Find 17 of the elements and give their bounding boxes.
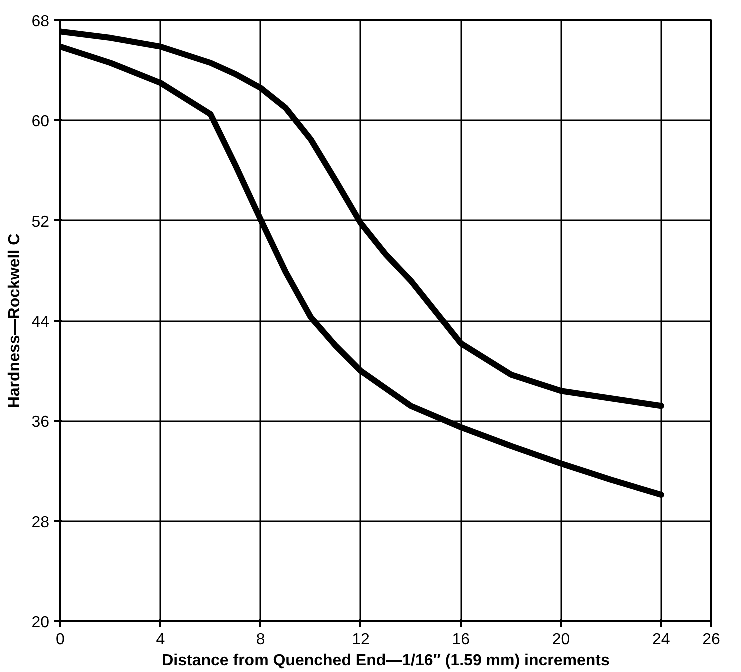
y-tick-label: 60: [32, 114, 50, 131]
x-tick-label: 16: [452, 632, 470, 648]
x-tick-label: 0: [56, 632, 66, 648]
y-tick-label: 44: [32, 314, 50, 331]
x-tick-label: 26: [702, 632, 720, 648]
y-tick-label: 52: [32, 214, 50, 231]
x-tick-label: 20: [552, 632, 570, 648]
y-tick-label: 68: [32, 14, 50, 30]
y-tick-label: 20: [32, 614, 50, 632]
x-tick-label: 4: [156, 632, 166, 648]
x-tick-label: 8: [256, 632, 266, 648]
y-axis-title: Hardness—Rockwell C: [6, 233, 24, 408]
y-tick-label: 36: [32, 414, 50, 432]
x-tick-label: 24: [652, 632, 670, 648]
y-tick-label: 28: [32, 514, 50, 532]
x-tick-label: 12: [352, 632, 370, 648]
x-axis-title: Distance from Quenched End—1/16″ (1.59 mm) increments: [162, 652, 610, 670]
